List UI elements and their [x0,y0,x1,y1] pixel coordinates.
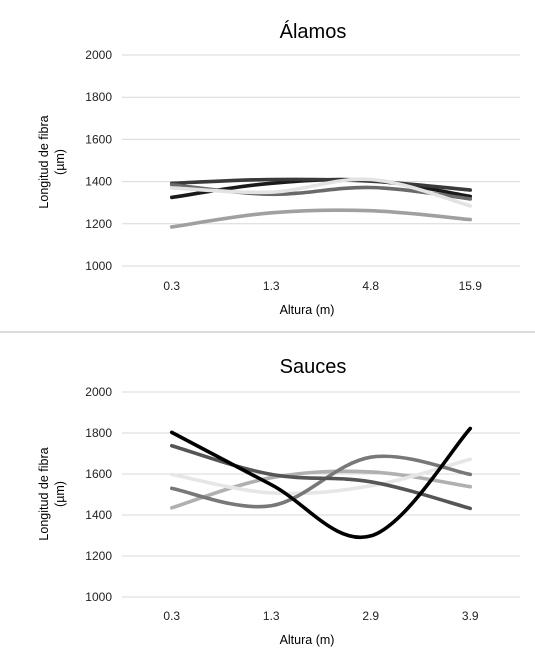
series-line-3 [169,454,473,509]
x-tick-label: 1.3 [263,609,280,623]
y-tick-label: 1800 [85,90,112,104]
y-tick-label: 1600 [85,132,112,146]
series-line-2 [169,457,473,496]
y-axis-label-unit: (µm) [53,149,67,175]
y-axis-label: Longitud de fibra (µm) [37,447,67,540]
x-tick-label: 0.3 [163,609,180,623]
y-tick-label: 1200 [85,217,112,231]
x-tick-label: 3.9 [462,609,479,623]
y-tick-label: 1600 [85,467,112,481]
y-axis-label-line: Longitud de fibra [37,115,51,208]
chart-title: Álamos [280,20,347,43]
chart-title: Sauces [280,356,347,378]
y-axis-label-line: Longitud de fibra [37,447,51,540]
y-tick-label: 1800 [85,426,112,440]
series-line-2 [169,177,473,192]
y-tick-label: 1000 [85,590,112,604]
x-axis-label: Altura (m) [280,633,335,647]
series-line-4 [169,443,473,511]
y-tick-label: 1200 [85,549,112,563]
y-tick-label: 2000 [85,48,112,62]
x-tick-label: 0.3 [163,279,180,293]
y-tick-label: 1400 [85,175,112,189]
series-line-5 [169,426,473,540]
y-tick-label: 2000 [85,385,112,399]
series-line-4 [169,208,473,229]
y-tick-label: 1000 [85,259,112,273]
x-axis-label: Altura (m) [280,303,335,317]
x-tick-label: 1.3 [263,279,280,293]
y-axis-label: Longitud de fibra (µm) [37,115,67,208]
series-line-1 [169,469,473,510]
series-line-5 [169,177,473,208]
x-tick-label: 2.9 [362,609,379,623]
x-tick-label: 15.9 [459,279,483,293]
y-tick-label: 1400 [85,508,112,522]
y-axis-label-unit: (µm) [53,481,67,507]
x-tick-label: 4.8 [362,279,379,293]
